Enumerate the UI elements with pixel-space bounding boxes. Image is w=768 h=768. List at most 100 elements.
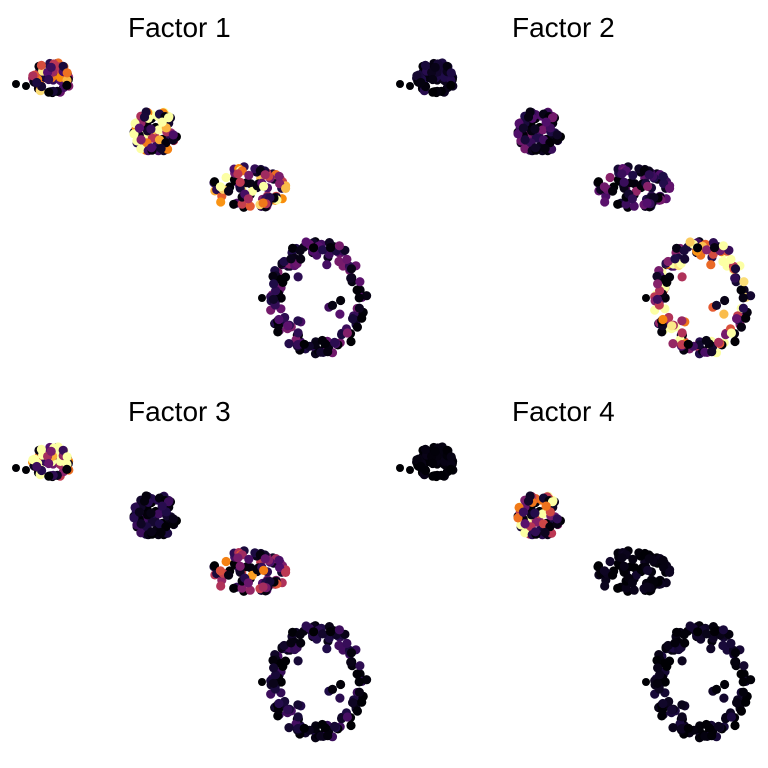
scatter-point — [243, 578, 253, 588]
scatter-point — [736, 285, 746, 295]
scatter-point — [274, 698, 284, 709]
scatter-point — [672, 627, 682, 637]
scatter-point — [268, 678, 279, 689]
scatter-point — [680, 638, 690, 648]
scatter-point — [730, 657, 740, 667]
scatter-point — [628, 170, 638, 180]
scatter-point — [730, 720, 740, 731]
scatter-point — [157, 117, 167, 127]
scatter-point — [718, 241, 729, 251]
scatter-point — [652, 294, 663, 304]
scatter-point — [642, 582, 652, 592]
scatter-point — [224, 186, 234, 196]
scatter-point — [62, 464, 72, 474]
scatter-point — [523, 496, 534, 506]
scatter-point — [362, 675, 372, 685]
scatter-point — [658, 314, 668, 325]
scatter-point — [258, 198, 268, 208]
scatter-point — [513, 513, 523, 523]
scatter-point — [667, 705, 677, 715]
scatter-point — [677, 328, 687, 338]
scatter-point — [608, 570, 618, 580]
scatter-point — [617, 169, 627, 179]
scatter-point — [714, 337, 724, 347]
scatter-point — [215, 566, 225, 576]
scatter-point — [730, 648, 741, 658]
scatter-point — [530, 124, 540, 134]
scatter-point — [730, 336, 740, 347]
scatter-point — [720, 295, 730, 306]
scatter-point — [258, 582, 268, 592]
scatter-point — [268, 271, 278, 281]
scatter-point — [354, 687, 364, 697]
scatter-point — [288, 243, 298, 253]
scatter-point — [685, 237, 695, 247]
scatter-point — [709, 243, 720, 253]
scatter-point — [259, 565, 269, 576]
scatter-point — [736, 322, 747, 332]
scatter-point — [621, 199, 631, 209]
scatter-point — [355, 661, 365, 671]
scatter-point — [293, 656, 303, 666]
scatter-point — [318, 245, 328, 255]
scatter-point — [342, 328, 352, 338]
scatter-point — [309, 243, 319, 253]
scatter-point — [662, 661, 672, 672]
scatter-point — [334, 241, 344, 251]
scatter-point — [518, 123, 529, 133]
scatter-point — [44, 74, 54, 85]
scatter-point — [714, 721, 724, 732]
scatter-point — [523, 112, 534, 122]
scatter-point — [243, 194, 253, 204]
scatter-point — [693, 627, 703, 637]
scatter-point — [281, 567, 291, 578]
scatter-point — [518, 507, 529, 517]
scatter-point — [62, 80, 72, 90]
scatter-point — [446, 80, 456, 90]
scatter-point — [221, 556, 231, 567]
scatter-point — [357, 313, 367, 323]
scatter-point — [260, 554, 270, 564]
scatter-point — [346, 336, 356, 347]
scatter-point — [520, 519, 530, 529]
scatter-point — [665, 183, 675, 193]
scatter-point — [28, 71, 38, 81]
scatter-point — [352, 322, 362, 332]
scatter-point — [420, 444, 430, 454]
scatter-point — [46, 446, 56, 456]
scatter-point — [260, 170, 270, 180]
scatter-point — [672, 243, 682, 253]
scatter-point — [677, 316, 687, 326]
scatter-point — [299, 339, 309, 349]
scatter-point — [653, 279, 663, 289]
scatter-point — [643, 565, 653, 576]
scatter-point — [428, 458, 438, 469]
scatter-point — [284, 339, 294, 349]
scatter-point — [430, 446, 440, 456]
scatter-point — [156, 143, 166, 154]
scatter-point — [652, 271, 662, 281]
scatter-point — [274, 314, 284, 325]
scatter-point — [146, 508, 156, 518]
scatter-point — [357, 697, 367, 707]
scatter-point — [746, 291, 756, 301]
scatter-point — [28, 455, 38, 465]
scatter-point — [627, 578, 638, 588]
scatter-point — [136, 135, 146, 145]
scatter-point — [354, 677, 364, 687]
scatter-point — [732, 314, 742, 324]
scatter-point — [309, 627, 319, 637]
scatter-point — [355, 277, 365, 287]
scatter-point — [644, 554, 654, 564]
scatter-point — [726, 638, 736, 649]
scatter-point — [442, 445, 452, 455]
scatter-point — [342, 712, 352, 722]
scatter-point — [658, 171, 668, 181]
scatter-point — [281, 183, 291, 193]
outlier-point — [12, 80, 20, 88]
scatter-point — [738, 677, 748, 687]
scatter-point — [168, 514, 178, 524]
scatter-point — [667, 321, 677, 331]
scatter-point — [295, 630, 305, 640]
